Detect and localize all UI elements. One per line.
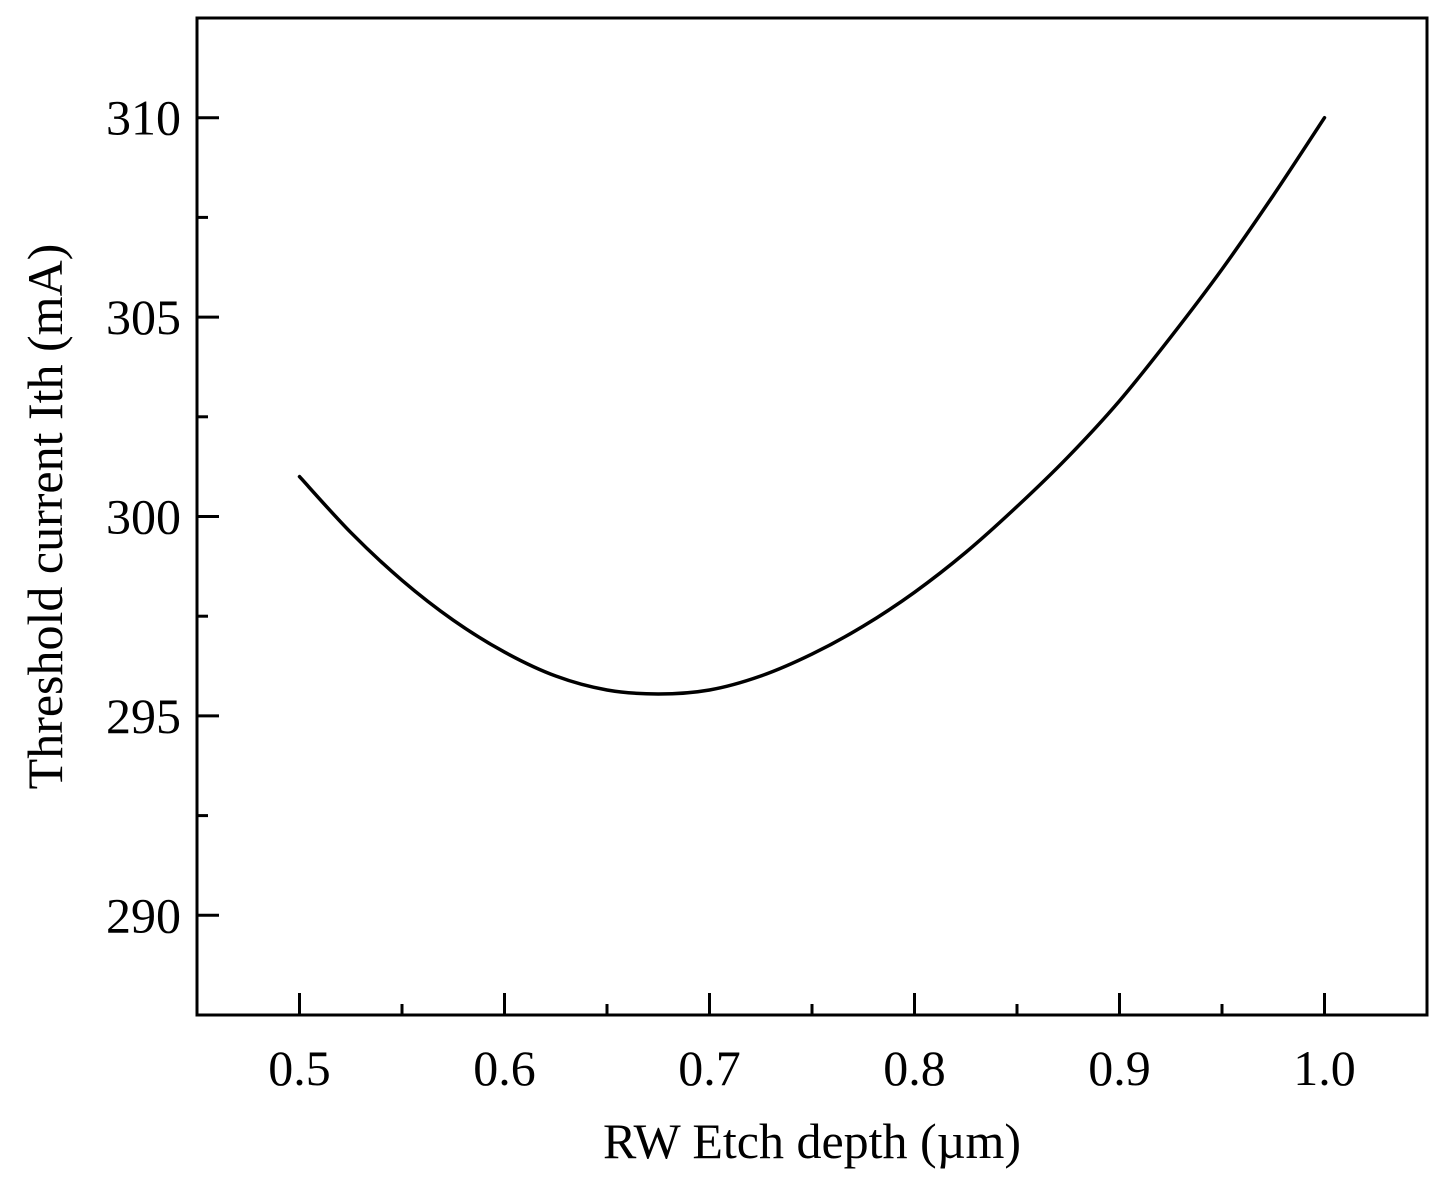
x-tick-label: 0.6 [473,1040,536,1096]
y-tick-label: 295 [106,688,181,744]
labels-layer: 0.5 0.6 0.7 0.8 0.9 1.0 290 295 300 305 310 [106,90,1356,1096]
series-line [297,115,1327,696]
y-tick-label: 305 [106,289,181,345]
x-tick-label: 0.5 [268,1040,331,1096]
y-axis-title: Threshold current Ith (mA) [17,244,73,790]
series-layer [297,115,1327,696]
y-tick-label: 290 [106,887,181,943]
y-tick-label: 310 [106,90,181,146]
x-tick-label: 1.0 [1293,1040,1356,1096]
ticks-layer [197,116,1326,1015]
y-tick-label: 300 [106,489,181,545]
x-axis-title: RW Etch depth (µm) [603,1113,1021,1169]
x-tick-label: 0.8 [883,1040,946,1096]
plot-frame [195,16,1429,1017]
x-tick-label: 0.9 [1088,1040,1151,1096]
x-tick-label: 0.7 [678,1040,741,1096]
